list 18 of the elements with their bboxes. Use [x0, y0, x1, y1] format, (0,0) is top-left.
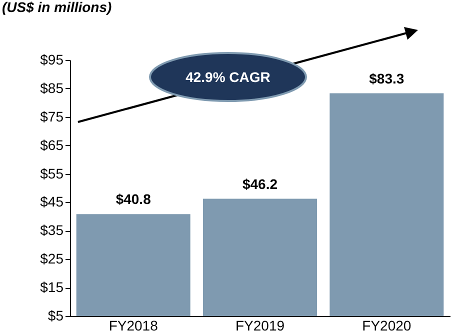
y-tick-label: $5 [48, 308, 64, 324]
y-tick-label: $75 [40, 108, 64, 124]
y-tick-label: $55 [40, 165, 64, 182]
data-label: $46.2 [242, 176, 278, 192]
y-tick-label: $15 [40, 279, 64, 296]
x-tick-label: FY2019 [235, 318, 285, 334]
y-tick-label: $95 [40, 52, 64, 68]
data-label: $40.8 [116, 191, 152, 208]
y-tick-label: $35 [40, 222, 64, 238]
y-tick-label: $45 [40, 194, 64, 210]
x-tick-label: FY2020 [362, 318, 412, 334]
y-tick-label: $65 [40, 136, 64, 153]
chart-title: (US$ in millions) [2, 0, 112, 15]
y-tick-label: $85 [40, 80, 64, 96]
y-tick-label: $25 [40, 250, 64, 267]
annotation: 42.9% CAGR [186, 69, 270, 85]
data-label: $83.3 [369, 70, 404, 86]
x-tick-label: FY2018 [108, 318, 158, 334]
